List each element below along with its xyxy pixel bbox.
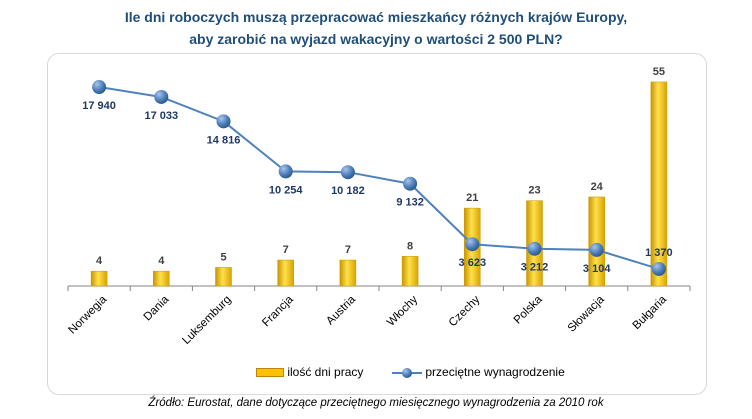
category-label: Włochy bbox=[385, 293, 420, 328]
line-point bbox=[154, 89, 169, 104]
line-point bbox=[403, 176, 418, 191]
line-point bbox=[527, 241, 542, 256]
line-point bbox=[651, 261, 666, 276]
chart-title: Ile dni roboczych muszą przepracować mie… bbox=[0, 6, 752, 50]
legend-item-line: przeciętne wynagrodzenie bbox=[392, 365, 565, 379]
line-point bbox=[92, 80, 107, 95]
category-label: Słowacja bbox=[566, 293, 607, 334]
bar-value-label: 23 bbox=[528, 185, 540, 197]
title-line-2: aby zarobić na wyjazd wakacyjny o wartoś… bbox=[189, 31, 563, 47]
bar-value-label: 4 bbox=[158, 255, 165, 267]
line-value-label: 1 370 bbox=[645, 247, 673, 259]
category-label: Francja bbox=[260, 293, 296, 329]
category-label: Bułgaria bbox=[631, 293, 670, 332]
bar-value-label: 5 bbox=[220, 251, 226, 263]
category-label: Polska bbox=[512, 293, 545, 326]
line-point bbox=[465, 237, 480, 252]
line-point bbox=[278, 164, 293, 179]
line-value-label: 3 212 bbox=[521, 262, 549, 274]
line-value-label: 3 104 bbox=[583, 263, 611, 275]
bar bbox=[401, 256, 419, 287]
legend-line-swatch bbox=[392, 367, 422, 378]
bar bbox=[215, 267, 232, 287]
line-point bbox=[340, 165, 355, 180]
bar bbox=[153, 270, 170, 287]
bar bbox=[90, 270, 108, 287]
line-value-label: 17 033 bbox=[144, 110, 178, 122]
category-label: Czechy bbox=[447, 293, 483, 329]
bar bbox=[588, 196, 605, 287]
legend-item-bars: ilość dni pracy bbox=[256, 365, 363, 379]
category-label: Dania bbox=[142, 293, 172, 323]
legend-bar-label: ilość dni pracy bbox=[287, 365, 364, 379]
bar bbox=[650, 81, 668, 287]
legend-bar-swatch bbox=[256, 368, 284, 378]
line-value-label: 10 182 bbox=[331, 185, 365, 197]
line-point bbox=[216, 114, 231, 129]
title-line-1: Ile dni roboczych muszą przepracować mie… bbox=[124, 9, 628, 25]
bar-value-label: 7 bbox=[283, 244, 289, 256]
line-value-label: 14 816 bbox=[207, 134, 241, 146]
bar-value-label: 7 bbox=[345, 244, 351, 256]
category-label: Austria bbox=[324, 293, 358, 327]
line-value-label: 9 132 bbox=[396, 197, 424, 209]
bar bbox=[277, 259, 294, 287]
bar bbox=[339, 259, 357, 287]
bar-value-label: 24 bbox=[591, 181, 604, 193]
bar-value-label: 4 bbox=[96, 255, 103, 267]
line-value-label: 10 254 bbox=[269, 184, 304, 196]
line-point bbox=[589, 242, 604, 257]
line-value-label: 17 940 bbox=[82, 100, 116, 112]
category-label: Luksemburg bbox=[180, 294, 233, 347]
bar-value-label: 55 bbox=[653, 66, 665, 78]
line-value-label: 3 623 bbox=[459, 257, 487, 269]
source-note: Źródło: Eurostat, dane dotyczące przecię… bbox=[148, 397, 604, 409]
series-line bbox=[98, 86, 660, 270]
legend-line-label: przeciętne wynagrodzenie bbox=[425, 365, 565, 379]
bar-value-label: 8 bbox=[407, 240, 413, 252]
bar-value-label: 21 bbox=[466, 192, 478, 204]
category-label: Norwegia bbox=[66, 293, 109, 336]
